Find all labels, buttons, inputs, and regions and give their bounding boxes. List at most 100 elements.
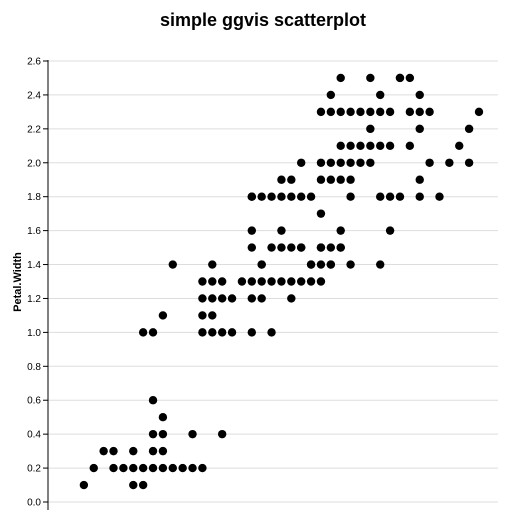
data-point xyxy=(237,277,247,286)
data-point xyxy=(148,396,158,405)
data-point xyxy=(277,175,286,184)
data-point xyxy=(109,446,118,456)
data-point xyxy=(257,277,266,286)
data-point xyxy=(415,175,424,184)
data-point xyxy=(247,294,257,303)
data-point xyxy=(296,192,306,201)
data-point xyxy=(474,107,484,117)
data-point xyxy=(346,158,355,167)
data-point xyxy=(198,277,207,286)
y-tick-label: 1.4 xyxy=(27,260,41,271)
data-point xyxy=(287,277,296,286)
data-point xyxy=(247,226,257,235)
data-point xyxy=(326,90,336,100)
data-points xyxy=(79,73,484,490)
data-point xyxy=(138,480,148,490)
data-point xyxy=(376,260,385,269)
data-point xyxy=(356,107,365,117)
data-point xyxy=(217,429,227,439)
data-point xyxy=(376,90,385,100)
y-tick-label: 2.4 xyxy=(27,90,41,101)
data-point xyxy=(198,294,207,303)
data-point xyxy=(376,141,385,151)
data-point xyxy=(277,192,286,201)
data-point xyxy=(247,277,257,286)
y-tick-label: 0.6 xyxy=(27,396,41,407)
y-axis-ticks: 0.0 0.2 0.4 0.6 0.8 1.0 1.2 1.4 1.6 1.8 2.0 2.2 2.4 2… xyxy=(27,57,48,509)
data-point xyxy=(455,141,464,151)
y-tick-label: 0.0 xyxy=(27,498,41,509)
data-point xyxy=(326,107,336,117)
data-point xyxy=(138,328,148,337)
data-point xyxy=(385,107,395,117)
data-point xyxy=(316,175,326,184)
data-point xyxy=(464,124,474,134)
data-point xyxy=(217,328,227,337)
y-tick-label: 1.2 xyxy=(27,294,41,305)
data-point xyxy=(178,463,187,473)
data-point xyxy=(326,175,336,184)
data-point xyxy=(445,158,454,167)
y-tick-label: 0.2 xyxy=(27,464,41,475)
data-point xyxy=(316,260,326,269)
data-point xyxy=(435,192,444,201)
data-point xyxy=(415,90,424,100)
data-point xyxy=(217,294,227,303)
data-point xyxy=(376,107,385,117)
data-point xyxy=(395,73,405,83)
data-point xyxy=(296,243,306,252)
data-point xyxy=(415,192,424,201)
data-point xyxy=(326,260,336,269)
data-point xyxy=(287,192,296,201)
data-point xyxy=(326,158,336,167)
data-point xyxy=(277,243,286,252)
data-point xyxy=(336,107,345,117)
y-axis-title: Petal.Width xyxy=(12,252,24,312)
data-point xyxy=(99,446,108,456)
data-point xyxy=(208,328,217,337)
data-point xyxy=(267,243,276,252)
data-point xyxy=(119,463,128,473)
data-point xyxy=(306,192,316,201)
data-point xyxy=(227,328,237,337)
data-point xyxy=(158,446,168,456)
data-point xyxy=(296,158,306,167)
data-point xyxy=(366,73,375,83)
y-tick-label: 1.0 xyxy=(27,328,41,339)
data-point xyxy=(257,260,266,269)
data-point xyxy=(109,463,118,473)
data-point xyxy=(208,277,217,286)
data-point xyxy=(267,192,276,201)
data-point xyxy=(395,192,405,201)
data-point xyxy=(198,328,207,337)
data-point xyxy=(158,311,168,320)
data-point xyxy=(247,192,257,201)
data-point xyxy=(208,260,217,269)
data-point xyxy=(316,277,326,286)
data-point xyxy=(287,175,296,184)
data-point xyxy=(129,446,138,456)
data-point xyxy=(346,107,355,117)
data-point xyxy=(158,429,168,439)
data-point xyxy=(198,463,207,473)
data-point xyxy=(287,294,296,303)
data-point xyxy=(217,277,227,286)
data-point xyxy=(366,141,375,151)
y-tick-label: 0.4 xyxy=(27,430,41,441)
data-point xyxy=(316,107,326,117)
data-point xyxy=(336,175,345,184)
data-point xyxy=(148,429,158,439)
data-point xyxy=(129,463,138,473)
chart-title: simple ggvis scatterplot xyxy=(159,10,367,30)
data-point xyxy=(247,328,257,337)
data-point xyxy=(376,192,385,201)
data-point xyxy=(366,158,375,167)
data-point xyxy=(208,294,217,303)
data-point xyxy=(89,463,98,473)
data-point xyxy=(138,463,148,473)
data-point xyxy=(425,107,434,117)
data-point xyxy=(336,141,345,151)
data-point xyxy=(287,243,296,252)
data-point xyxy=(316,158,326,167)
data-point xyxy=(336,243,345,252)
